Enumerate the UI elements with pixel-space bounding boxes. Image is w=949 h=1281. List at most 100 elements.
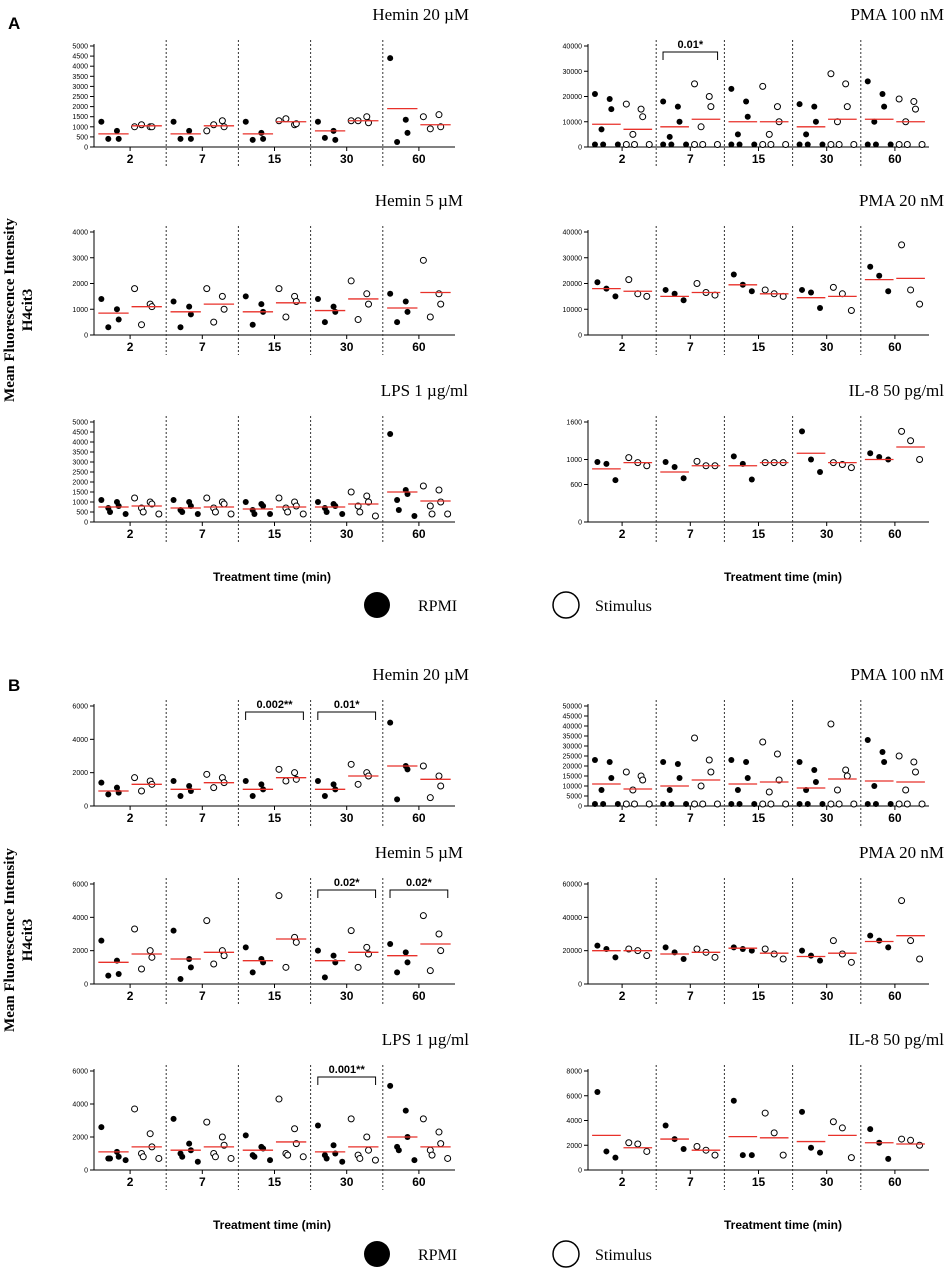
stimulus-point	[428, 1151, 436, 1159]
rpmi-point	[885, 288, 892, 295]
x-tick-label: 2	[619, 152, 626, 166]
rpmi-point	[614, 801, 621, 807]
rpmi-point	[98, 1124, 105, 1131]
stimulus-point	[907, 437, 915, 445]
stimulus-point	[210, 960, 218, 968]
y-tick-label: 5000	[72, 44, 88, 51]
stimulus-point	[299, 510, 307, 518]
y-tick-label: 1500	[72, 490, 88, 497]
y-tick-label: 0	[84, 333, 88, 340]
rpmi-point	[187, 964, 194, 971]
rpmi-point	[107, 509, 114, 515]
rpmi-point	[799, 286, 806, 293]
stimulus-point	[918, 140, 926, 148]
rpmi-point	[242, 118, 249, 125]
rpmi-point	[339, 1158, 346, 1165]
stimulus-point	[203, 494, 211, 502]
rpmi-point	[591, 801, 598, 807]
rpmi-point	[402, 298, 409, 305]
x-tick-label: 7	[199, 1175, 206, 1189]
rpmi-point	[332, 503, 339, 509]
x-tick-label: 2	[619, 340, 626, 354]
rpmi-point	[387, 941, 394, 947]
rpmi-point	[808, 952, 815, 959]
y-tick-label: 40000	[563, 44, 583, 51]
rpmi-point	[804, 141, 811, 148]
rpmi-point	[730, 271, 737, 278]
stimulus-point	[275, 765, 283, 773]
stimulus-point	[759, 82, 767, 90]
rpmi-point	[387, 1082, 394, 1089]
y-tick-label: 2000	[72, 770, 88, 777]
rpmi-point	[864, 737, 871, 743]
rpmi-point	[668, 141, 675, 148]
y-tick-label: 1000	[72, 500, 88, 507]
legend-rpmi-label: RPMI	[418, 598, 457, 615]
x-tick-label: 15	[268, 989, 282, 1003]
rpmi-point	[598, 126, 605, 133]
rpmi-point	[804, 801, 811, 807]
stimulus-point	[426, 502, 434, 510]
y-tick-label: 2000	[566, 1143, 582, 1150]
x-tick-label: 7	[199, 152, 206, 166]
rpmi-point	[242, 293, 249, 300]
stimulus-point	[365, 1146, 373, 1154]
rpmi-point	[187, 135, 194, 142]
x-tick-label: 7	[687, 152, 694, 166]
y-axis-label-b-line2: H4cit3	[20, 919, 36, 962]
stimulus-point	[146, 1130, 154, 1138]
rpmi-point	[799, 428, 806, 435]
y-tick-label: 50000	[563, 704, 583, 711]
stimulus-point	[898, 427, 906, 435]
x-tick-label: 7	[199, 989, 206, 1003]
rpmi-point	[249, 793, 256, 799]
stimulus-point	[838, 950, 846, 958]
stimulus-point	[916, 955, 924, 963]
rpmi-point	[115, 135, 122, 142]
rpmi-point	[411, 513, 418, 519]
rpmi-point	[728, 757, 735, 763]
rpmi-point	[105, 135, 112, 142]
rpmi-point	[394, 319, 401, 326]
rpmi-point	[872, 801, 879, 807]
chart-7: PMA 100 nM 0 5000 10000 15000 20000 25000 30000…	[563, 665, 944, 826]
stimulus-point	[138, 787, 146, 795]
stimulus-point	[847, 464, 855, 472]
rpmi-point	[671, 290, 678, 297]
x-tick-label: 2	[619, 989, 626, 1003]
y-tick-label: 0	[578, 333, 582, 340]
y-tick-label: 40000	[563, 724, 583, 731]
rpmi-point	[736, 801, 743, 807]
stimulus-point	[895, 800, 903, 808]
rpmi-point	[744, 775, 751, 781]
rpmi-point	[598, 787, 605, 793]
rpmi-point	[606, 96, 613, 103]
chart-title: PMA 20 nM	[859, 843, 944, 862]
x-tick-label: 15	[268, 1175, 282, 1189]
y-tick-label: 15000	[563, 774, 583, 781]
rpmi-point	[864, 801, 871, 807]
x-tick-label: 30	[340, 811, 354, 825]
rpmi-point	[811, 103, 818, 110]
rpmi-point	[115, 971, 122, 977]
stimulus-point	[643, 292, 651, 300]
x-tick-label: 30	[340, 527, 354, 541]
rpmi-point	[812, 118, 819, 125]
stimulus-point	[910, 98, 918, 106]
stimulus-point	[711, 1151, 719, 1159]
stimulus-point	[827, 800, 835, 808]
x-axis-label-b-left: Treatment time (min)	[213, 1218, 331, 1232]
stimulus-point	[691, 80, 699, 88]
rpmi-point	[321, 974, 328, 981]
charts-layer: Hemin 20 µM05001000150020002500300035004…	[72, 5, 944, 1190]
rpmi-point	[887, 141, 894, 148]
stimulus-point	[847, 958, 855, 966]
y-tick-label: 8000	[566, 1069, 582, 1076]
rpmi-point	[402, 949, 409, 956]
y-tick-label: 5000	[566, 794, 582, 801]
rpmi-point	[113, 127, 120, 134]
rpmi-point	[314, 499, 321, 505]
stimulus-point	[363, 492, 371, 500]
stimulus-point	[419, 256, 427, 264]
